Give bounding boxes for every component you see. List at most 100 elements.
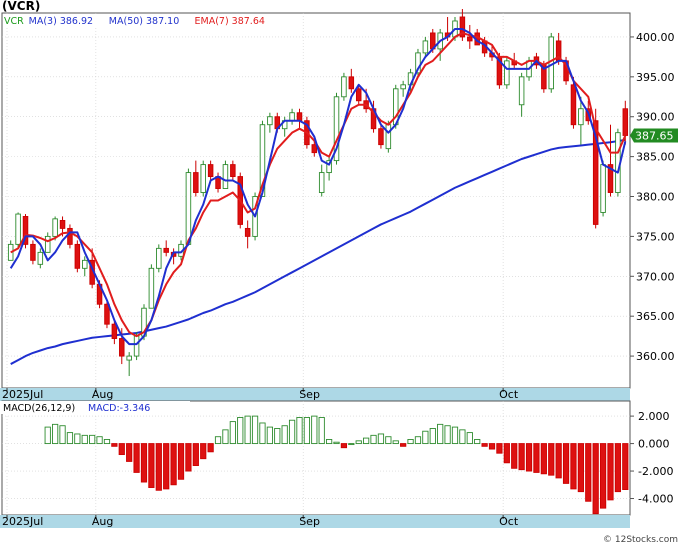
candle — [200, 160, 206, 197]
macd-bar — [518, 443, 525, 471]
ma3-line — [9, 27, 627, 346]
legend-entry: VCR — [4, 16, 24, 27]
macd-bar — [407, 439, 414, 445]
macd-bar — [140, 443, 148, 483]
macd-bar — [200, 443, 207, 460]
macd-tick-label: 0.000 — [638, 438, 670, 451]
macd-bar — [622, 443, 629, 490]
macd-bar — [177, 443, 185, 480]
candle — [578, 96, 584, 145]
date-label: Sep — [299, 515, 320, 528]
candle — [74, 240, 81, 273]
candle — [104, 301, 110, 329]
macd-bar — [540, 443, 547, 475]
candle — [82, 256, 88, 277]
date-label: Aug — [92, 515, 113, 528]
candle — [570, 76, 577, 129]
macd-bar — [466, 432, 473, 445]
candle — [193, 160, 199, 197]
macd-bar — [348, 443, 355, 446]
macd-bar — [562, 443, 570, 484]
price-tick-label: 385.00 — [636, 151, 675, 164]
macd-bar — [185, 443, 192, 472]
macd-bar — [311, 415, 318, 445]
macd-bar — [148, 443, 155, 488]
candle — [341, 72, 347, 101]
candle — [67, 224, 73, 249]
candle — [504, 56, 510, 89]
macd-bar — [340, 443, 348, 449]
macd-bar — [548, 443, 555, 476]
candle — [244, 220, 251, 249]
candle — [30, 240, 36, 265]
candle — [148, 264, 155, 309]
macd-bar — [392, 440, 399, 445]
candle — [422, 36, 429, 57]
macd-bar — [118, 443, 125, 456]
macd-bar — [318, 417, 325, 445]
macd-bar — [229, 421, 236, 445]
macd-tick-label: -4.000 — [638, 493, 673, 506]
date-label: Oct — [499, 388, 519, 401]
macd-bar — [296, 417, 303, 445]
candle — [355, 84, 362, 105]
candle — [185, 168, 192, 245]
date-axis-bottom: 2025Jul Aug Sep Oct — [0, 515, 630, 528]
price-tick-label: 375.00 — [636, 230, 675, 243]
date-axis-top: 2025Jul Aug Sep Oct — [0, 388, 630, 401]
candle — [230, 160, 236, 181]
macd-tick-label: 2.000 — [638, 410, 670, 423]
macd-bar — [274, 428, 281, 445]
macd-bar — [474, 439, 481, 445]
macd-bar — [333, 441, 340, 445]
candle — [44, 232, 51, 253]
candle — [348, 68, 355, 93]
macd-bar — [429, 428, 436, 445]
candle — [467, 24, 473, 49]
macd-bar — [44, 426, 51, 445]
candle — [111, 320, 118, 345]
macd-bar — [163, 443, 170, 490]
macd-bar — [585, 443, 592, 502]
macd-bar — [66, 432, 74, 445]
price-tick-label: 390.00 — [636, 111, 675, 124]
macd-bar — [81, 434, 88, 445]
macd-bar — [288, 419, 296, 445]
macd-bar — [533, 443, 540, 473]
macd-bar — [363, 437, 370, 445]
candle — [378, 124, 384, 149]
macd-bar — [237, 417, 244, 445]
candle — [318, 164, 325, 197]
price-tick-label: 380.00 — [636, 191, 675, 204]
macd-bar — [103, 439, 111, 445]
candle — [415, 48, 421, 77]
date-label: Aug — [92, 388, 113, 401]
candle — [15, 212, 21, 249]
macd-title: MACD(26,12,9) — [3, 403, 75, 414]
macd-bar — [207, 443, 214, 453]
candle — [126, 352, 132, 377]
price-panel: 360.00 365.00 370.00 375.00 380.00 385.00 390.… — [1, 9, 678, 389]
macd-bar — [614, 443, 622, 493]
macd-bar — [444, 425, 451, 445]
macd-bar — [281, 425, 288, 445]
macd-bar — [496, 443, 503, 454]
macd-bar — [599, 443, 607, 509]
candle — [207, 160, 214, 181]
macd-bar — [355, 440, 362, 445]
macd-bar — [437, 423, 444, 445]
chart-symbol: (VCR) — [2, 0, 40, 13]
macd-bar — [400, 443, 407, 447]
macd-bar — [74, 433, 81, 445]
last-price-label: 387.65 — [635, 129, 674, 142]
macd-tick-label: -2.000 — [638, 465, 673, 478]
macd-bar — [89, 434, 96, 445]
macd-bar — [570, 443, 577, 490]
candle — [163, 240, 169, 257]
macd-bar — [222, 429, 229, 445]
macd-bar — [511, 443, 518, 469]
macd-bar — [192, 443, 199, 467]
candle — [459, 9, 466, 41]
candle — [222, 160, 229, 189]
